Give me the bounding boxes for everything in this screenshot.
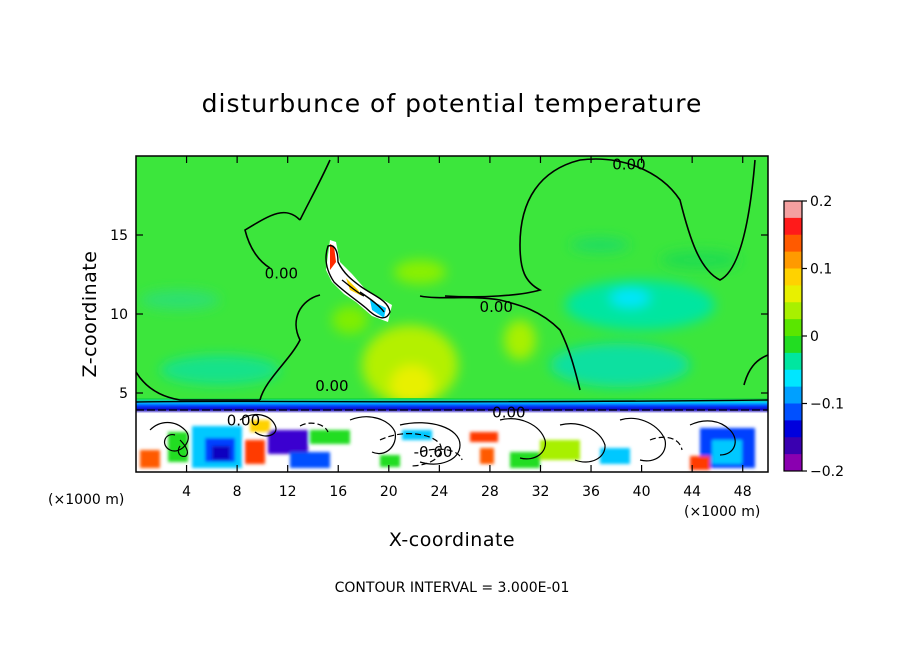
plume-contours (325, 244, 391, 319)
colorbar (783, 200, 803, 472)
x-tick-label: 8 (233, 484, 242, 500)
colorbar-swatch (784, 268, 802, 286)
colorbar-swatch (784, 234, 802, 253)
colorbar-tick-label: 0.2 (810, 194, 832, 210)
band-contour-solid (136, 399, 768, 403)
colorbar-swatch (784, 251, 802, 269)
y-axis-label: Z-coordinate (79, 251, 101, 378)
colorbar-swatch (784, 319, 802, 337)
y-axis-unit: (×1000 m) (48, 492, 124, 508)
boundary-layer-cells (140, 420, 755, 470)
contour-label: 0.00 (480, 298, 513, 316)
x-axis-label: X-coordinate (389, 529, 515, 551)
contour-label: 0.00 (612, 156, 645, 174)
colorbar-swatch (784, 420, 802, 438)
colorbar-swatch (784, 437, 802, 455)
y-tick-label: 15 (110, 228, 128, 244)
colorbar-ticks: 0.2 0.1 0 −0.1 −0.2 (802, 194, 844, 480)
contour-label: 0.00 (492, 404, 525, 422)
contour-labels: 0.00 0.00 0.00 0.00 0.00 0.00 -0.60 (227, 156, 646, 461)
contour-interval-note: CONTOUR INTERVAL = 3.000E-01 (335, 580, 570, 596)
x-tick-label: 48 (734, 484, 752, 500)
x-tick-label: 20 (380, 484, 398, 500)
colorbar-swatch (784, 352, 802, 371)
colorbar-tick-label: 0.1 (810, 262, 832, 278)
x-tick-label: 28 (481, 484, 499, 500)
y-tick-label: 5 (119, 386, 128, 402)
colorbar-swatch (784, 217, 802, 236)
x-tick-label: 4 (182, 484, 191, 500)
colorbar-tick-label: 0 (810, 329, 819, 345)
colorbar-swatch (784, 285, 802, 303)
colorbar-swatch (784, 201, 802, 219)
x-tick-label: 24 (430, 484, 448, 500)
colorbar-swatch (784, 336, 802, 354)
x-axis-ticks: 4 8 12 16 20 24 28 32 36 40 44 48 (182, 156, 752, 500)
negative-contours (299, 422, 683, 467)
colorbar-swatch (784, 369, 802, 388)
x-tick-label: 40 (633, 484, 651, 500)
x-axis-unit: (×1000 m) (684, 504, 760, 520)
contour-label: -0.60 (414, 443, 453, 461)
x-tick-label: 12 (279, 484, 297, 500)
colorbar-swatch (784, 403, 802, 421)
contour-label: 0.00 (315, 377, 348, 395)
positive-anomaly-patches (332, 260, 536, 405)
colorbar-tick-label: −0.2 (810, 464, 844, 480)
contour-lines (136, 158, 768, 401)
convective-plume (326, 240, 392, 322)
x-tick-label: 44 (683, 484, 701, 500)
x-tick-label: 32 (532, 484, 550, 500)
contour-label: 0.00 (227, 412, 260, 430)
contour-label: 0.00 (265, 265, 298, 283)
chart-title: disturbunce of potential temperature (202, 89, 703, 118)
lower-contours (149, 413, 736, 465)
colorbar-tick-label: −0.1 (810, 397, 844, 413)
colorbar-swatch (784, 302, 802, 320)
negative-anomaly-patches (140, 237, 740, 387)
y-tick-label: 10 (110, 307, 128, 323)
colorbar-swatch (784, 454, 802, 472)
colorbar-swatch (784, 386, 802, 404)
x-tick-label: 16 (329, 484, 347, 500)
x-tick-label: 36 (582, 484, 600, 500)
heatmap-field: 0.00 0.00 0.00 0.00 0.00 0.00 -0.60 (136, 156, 768, 472)
y-axis-ticks: 5 10 15 (110, 228, 768, 402)
cold-band (136, 398, 768, 416)
